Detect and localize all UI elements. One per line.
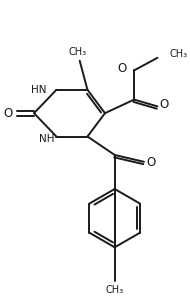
Text: O: O bbox=[146, 156, 155, 169]
Text: HN: HN bbox=[31, 85, 47, 95]
Text: O: O bbox=[117, 62, 126, 75]
Text: NH: NH bbox=[39, 134, 54, 144]
Text: CH₃: CH₃ bbox=[169, 49, 187, 59]
Text: CH₃: CH₃ bbox=[69, 47, 87, 57]
Text: O: O bbox=[160, 98, 169, 111]
Text: O: O bbox=[3, 107, 12, 120]
Text: CH₃: CH₃ bbox=[106, 285, 124, 295]
